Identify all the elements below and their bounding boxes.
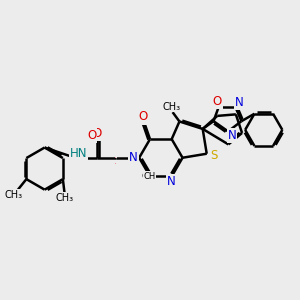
Text: O: O: [139, 111, 148, 124]
Text: N: N: [167, 176, 176, 188]
Text: CH₃: CH₃: [56, 193, 74, 203]
Text: S: S: [210, 151, 217, 164]
Text: N: N: [129, 151, 138, 164]
Text: HN: HN: [70, 147, 88, 160]
Text: N: N: [235, 96, 243, 110]
Text: O: O: [115, 163, 116, 164]
Text: CH: CH: [142, 172, 155, 181]
Text: N: N: [227, 129, 236, 142]
Text: CH₃: CH₃: [162, 102, 180, 112]
Text: N: N: [167, 176, 176, 188]
Text: CH₃: CH₃: [4, 190, 22, 200]
Text: N: N: [129, 151, 138, 164]
Text: CH: CH: [143, 172, 155, 181]
Text: HN: HN: [70, 147, 88, 160]
Text: CH₃: CH₃: [162, 102, 180, 112]
Text: CH₃: CH₃: [4, 190, 22, 200]
Text: CH₃: CH₃: [56, 193, 74, 203]
Text: O: O: [213, 95, 222, 109]
Text: S: S: [210, 149, 217, 162]
Text: CH₃: CH₃: [162, 102, 180, 112]
Text: O: O: [115, 157, 116, 158]
Text: O: O: [92, 127, 101, 140]
Text: O: O: [87, 129, 96, 142]
Text: O: O: [139, 110, 148, 123]
Text: HN: HN: [70, 148, 88, 160]
